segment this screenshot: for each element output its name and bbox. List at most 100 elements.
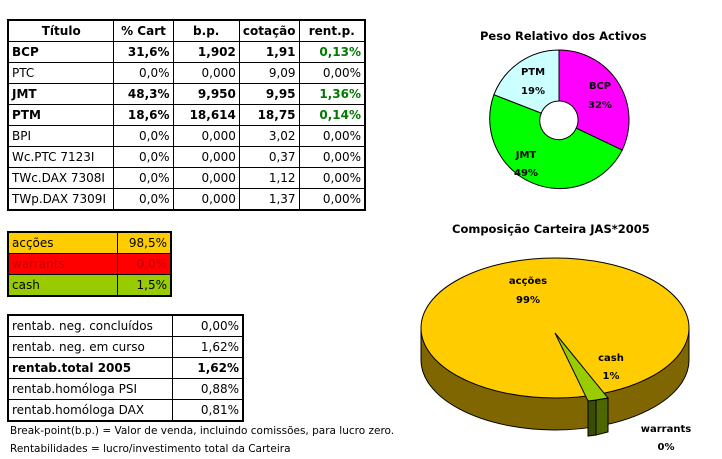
- value-bcp: 32%: [588, 100, 612, 111]
- returns-value: 0,81%: [171, 399, 244, 421]
- label-accoes: acções: [509, 276, 547, 287]
- col-header-cart: % Cart: [113, 20, 174, 42]
- cell-bp: 0,000: [172, 146, 240, 168]
- pie3d-chart-title: Composição Carteira JAS*2005: [452, 222, 650, 236]
- cell-titulo: JMT: [7, 83, 115, 105]
- cell-titulo: Wc.PTC 7123I: [7, 146, 115, 168]
- cell-rent: 0,00%: [298, 62, 366, 84]
- returns-value: 1,62%: [171, 357, 244, 379]
- col-header-rent: rent.p.: [298, 20, 366, 42]
- allocation-label: warrants: [7, 253, 119, 275]
- value-accoes: 99%: [516, 295, 540, 306]
- cell-bp: 9,950: [172, 83, 240, 105]
- cell-rent: 0,14%: [298, 104, 366, 126]
- allocation-value: 0,0%: [117, 253, 171, 275]
- value-cash: 1%: [603, 371, 620, 382]
- returns-row: rentab. neg. concluídos 0,00%: [8, 315, 244, 337]
- cell-titulo: TWp.DAX 7309I: [7, 188, 115, 210]
- cell-rent: 0,13%: [298, 41, 366, 63]
- table-row: JMT 48,3% 9,950 9,95 1,36%: [7, 83, 366, 105]
- value-ptm: 19%: [521, 86, 545, 97]
- allocation-label: acções: [7, 232, 119, 254]
- returns-row: rentab. neg. em curso 1,62%: [8, 336, 244, 358]
- col-header-cotacao: cotação: [238, 20, 300, 42]
- cell-titulo: PTM: [7, 104, 115, 126]
- note-returns: Rentabilidades = lucro/investimento tota…: [10, 443, 291, 455]
- cell-cart: 31,6%: [113, 41, 174, 63]
- cell-bp: 0,000: [172, 62, 240, 84]
- table-header-row: Título % Cart b.p. cotação rent.p.: [7, 20, 366, 42]
- cell-titulo: PTC: [7, 62, 115, 84]
- allocation-label: cash: [7, 274, 119, 296]
- returns-label: rentab. neg. em curso: [8, 336, 173, 358]
- cell-cotacao: 1,91: [238, 41, 300, 63]
- cell-cart: 0,0%: [113, 167, 174, 189]
- slice-cash: [554, 332, 609, 402]
- value-jmt: 49%: [514, 168, 538, 179]
- pie3d-chart: acções 99% cash 1% warrants 0%: [420, 257, 691, 453]
- allocation-table: acções 98,5% warrants 0,0% cash 1,5%: [7, 231, 172, 297]
- slice-ptm: [493, 49, 560, 114]
- cell-cotacao: 1,37: [238, 188, 300, 210]
- table-row: PTC 0,0% 0,000 9,09 0,00%: [7, 62, 366, 84]
- cell-cart: 0,0%: [113, 125, 174, 147]
- cell-titulo: BPI: [7, 125, 115, 147]
- label-bcp: BCP: [589, 81, 611, 92]
- cell-rent: 1,36%: [298, 83, 366, 105]
- cell-titulo: TWc.DAX 7308I: [7, 167, 115, 189]
- allocation-value: 1,5%: [117, 274, 171, 296]
- cell-bp: 0,000: [172, 188, 240, 210]
- col-header-bp: b.p.: [172, 20, 240, 42]
- cell-rent: 0,00%: [298, 167, 366, 189]
- cell-bp: 1,902: [172, 41, 240, 63]
- table-row: PTM 18,6% 18,614 18,75 0,14%: [7, 104, 366, 126]
- donut-chart: BCP 32% JMT 49% PTM 19%: [489, 49, 630, 190]
- note-breakpoint: Break-point(b.p.) = Valor de venda, incl…: [10, 425, 395, 437]
- allocation-value: 98,5%: [117, 232, 171, 254]
- cell-bp: 18,614: [172, 104, 240, 126]
- cell-cotacao: 0,37: [238, 146, 300, 168]
- cell-cotacao: 9,09: [238, 62, 300, 84]
- slice-cash-side: [595, 397, 609, 436]
- returns-label: rentab. neg. concluídos: [8, 315, 173, 337]
- cell-bp: 0,000: [172, 167, 240, 189]
- cell-cotacao: 18,75: [238, 104, 300, 126]
- table-row: TWc.DAX 7308I 0,0% 0,000 1,12 0,00%: [7, 167, 366, 189]
- allocation-row-accoes: acções 98,5%: [7, 232, 171, 254]
- cell-cart: 18,6%: [113, 104, 174, 126]
- cell-cotacao: 9,95: [238, 83, 300, 105]
- returns-value: 0,00%: [171, 315, 244, 337]
- allocation-row-cash: cash 1,5%: [7, 274, 171, 296]
- value-warrants: 0%: [658, 442, 675, 453]
- returns-label: rentab.homóloga PSI: [8, 378, 173, 400]
- donut-chart-title: Peso Relativo dos Activos: [480, 29, 647, 43]
- slice-jmt: [489, 94, 623, 190]
- cell-cotacao: 3,02: [238, 125, 300, 147]
- cell-rent: 0,00%: [298, 125, 366, 147]
- returns-table: rentab. neg. concluídos 0,00% rentab. ne…: [7, 314, 244, 422]
- returns-row-total: rentab.total 2005 1,62%: [8, 357, 244, 379]
- returns-value: 0,88%: [171, 378, 244, 400]
- table-row: Wc.PTC 7123I 0,0% 0,000 0,37 0,00%: [7, 146, 366, 168]
- cell-bp: 0,000: [172, 125, 240, 147]
- returns-row: rentab.homóloga DAX 0,81%: [8, 399, 244, 421]
- returns-label: rentab.homóloga DAX: [8, 399, 173, 421]
- slice-accoes: [420, 257, 690, 399]
- returns-label: rentab.total 2005: [8, 357, 173, 379]
- cell-titulo: BCP: [7, 41, 115, 63]
- cell-rent: 0,00%: [298, 146, 366, 168]
- cell-cart: 0,0%: [113, 146, 174, 168]
- allocation-row-warrants: warrants 0,0%: [7, 253, 171, 275]
- label-warrants: warrants: [641, 424, 691, 435]
- table-row: BCP 31,6% 1,902 1,91 0,13%: [7, 41, 366, 63]
- cell-cotacao: 1,12: [238, 167, 300, 189]
- cell-cart: 0,0%: [113, 188, 174, 210]
- label-jmt: JMT: [515, 150, 537, 161]
- cell-rent: 0,00%: [298, 188, 366, 210]
- slice-cash-side-dark: [587, 399, 597, 437]
- returns-value: 1,62%: [171, 336, 244, 358]
- portfolio-table: Título % Cart b.p. cotação rent.p. BCP 3…: [7, 19, 366, 211]
- slice-bcp: [558, 49, 630, 151]
- table-row: TWp.DAX 7309I 0,0% 0,000 1,37 0,00%: [7, 188, 366, 210]
- returns-row: rentab.homóloga PSI 0,88%: [8, 378, 244, 400]
